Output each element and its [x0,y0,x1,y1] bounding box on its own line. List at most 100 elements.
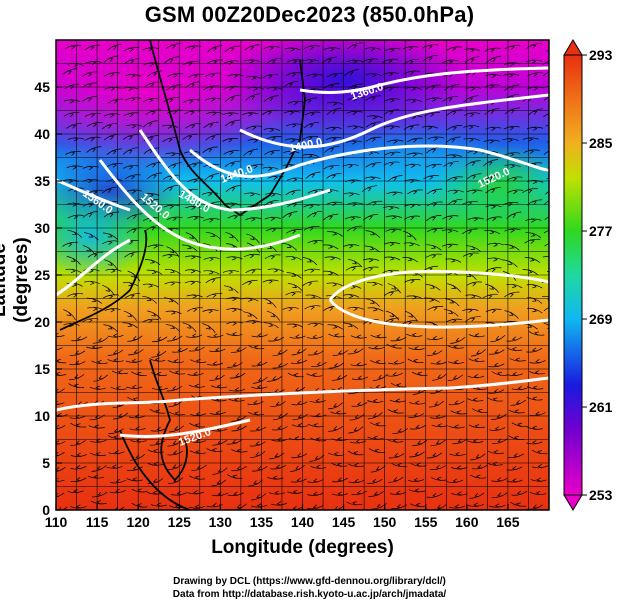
wind-arrowhead [233,215,238,220]
y-tick-label: 10 [34,408,50,424]
streamline [511,387,529,391]
wind-arrowhead [154,357,160,362]
wind-arrowhead [474,492,480,497]
streamline [441,229,459,233]
streamline [127,270,141,282]
streamline [342,164,359,167]
wind-arrowhead [351,284,356,289]
wind-arrowhead [210,136,216,140]
wind-arrowhead [509,126,515,131]
wind-arrowhead [130,97,136,102]
streamline [525,232,542,238]
streamline [441,243,459,247]
streamline [425,84,441,90]
wind-arrowhead [193,74,198,79]
wind-arrowhead [295,334,300,339]
streamline [543,200,549,205]
wind-arrowhead [487,294,493,299]
wind-arrowhead [397,462,402,468]
streamline [250,504,268,508]
wind-arrowhead [87,97,93,102]
streamline [390,382,407,388]
wind-arrowhead [469,112,475,117]
streamline [526,426,543,430]
streamline [465,245,481,252]
streamline [189,450,206,454]
wind-arrowhead [407,320,413,325]
streamline [446,125,463,131]
streamline [272,349,288,357]
wind-arrowhead [95,385,101,391]
wind-arrowhead [312,334,317,339]
wind-arrowhead [353,97,358,102]
streamline [322,244,339,250]
wind-arrowhead [392,372,398,377]
streamline [487,242,504,246]
wind-arrowhead [431,97,437,102]
streamline [307,505,324,510]
wind-arrowhead [150,259,155,264]
wind-arrowhead [537,464,543,469]
streamline [364,176,381,180]
streamline [243,59,260,62]
streamline [285,291,302,296]
streamline [404,310,418,322]
streamline [204,97,221,101]
streamline [429,415,447,419]
streamline [273,412,288,421]
streamline [105,268,122,272]
wind-arrowhead [272,376,278,381]
wind-arrowhead [288,307,293,312]
wind-arrowhead [448,310,454,314]
wind-arrowhead [470,317,476,322]
streamline [526,284,543,289]
streamline [421,125,439,129]
wind-arrowhead [297,400,302,405]
streamline [426,215,442,221]
streamline [250,451,266,458]
wind-arrowhead [497,371,502,376]
wind-arrowhead [255,441,261,446]
streamline [304,305,321,310]
streamline [346,59,364,62]
wind-arrowhead [432,306,438,311]
wind-arrowhead [88,318,93,323]
wind-arrowhead [432,202,438,207]
streamline [285,72,302,76]
wind-arrowhead [87,72,93,77]
wind-arrowhead [236,448,242,453]
streamline [430,439,446,447]
wind-arrowhead [529,257,535,262]
wind-arrowhead [106,188,112,193]
wind-arrowhead [373,491,379,496]
wind-arrowhead [177,347,183,352]
wind-arrowhead [91,298,97,303]
wind-arrowhead [248,297,253,302]
streamline [130,440,147,443]
wind-arrowhead [389,256,395,261]
wind-arrowhead [192,178,198,183]
streamline [183,99,200,103]
streamline [508,435,525,441]
wind-arrowhead [457,491,462,496]
wind-arrowhead [297,423,303,428]
wind-arrowhead [270,255,276,260]
wind-arrowhead [489,84,495,89]
x-tick-label: 145 [332,514,356,530]
streamline [486,397,503,402]
streamline [167,109,183,114]
streamline [302,153,319,157]
wind-arrowhead [312,504,318,509]
wind-arrowhead [291,272,297,277]
wind-arrowhead [113,435,119,440]
streamline [529,412,546,416]
wind-arrowhead [493,257,498,262]
wind-arrowhead [168,253,173,259]
wind-arrowhead [489,285,495,290]
streamline [291,453,308,459]
streamline [468,358,485,362]
wind-arrowhead [109,113,115,118]
streamline [544,242,549,247]
streamline [503,126,520,130]
streamline [466,173,482,180]
